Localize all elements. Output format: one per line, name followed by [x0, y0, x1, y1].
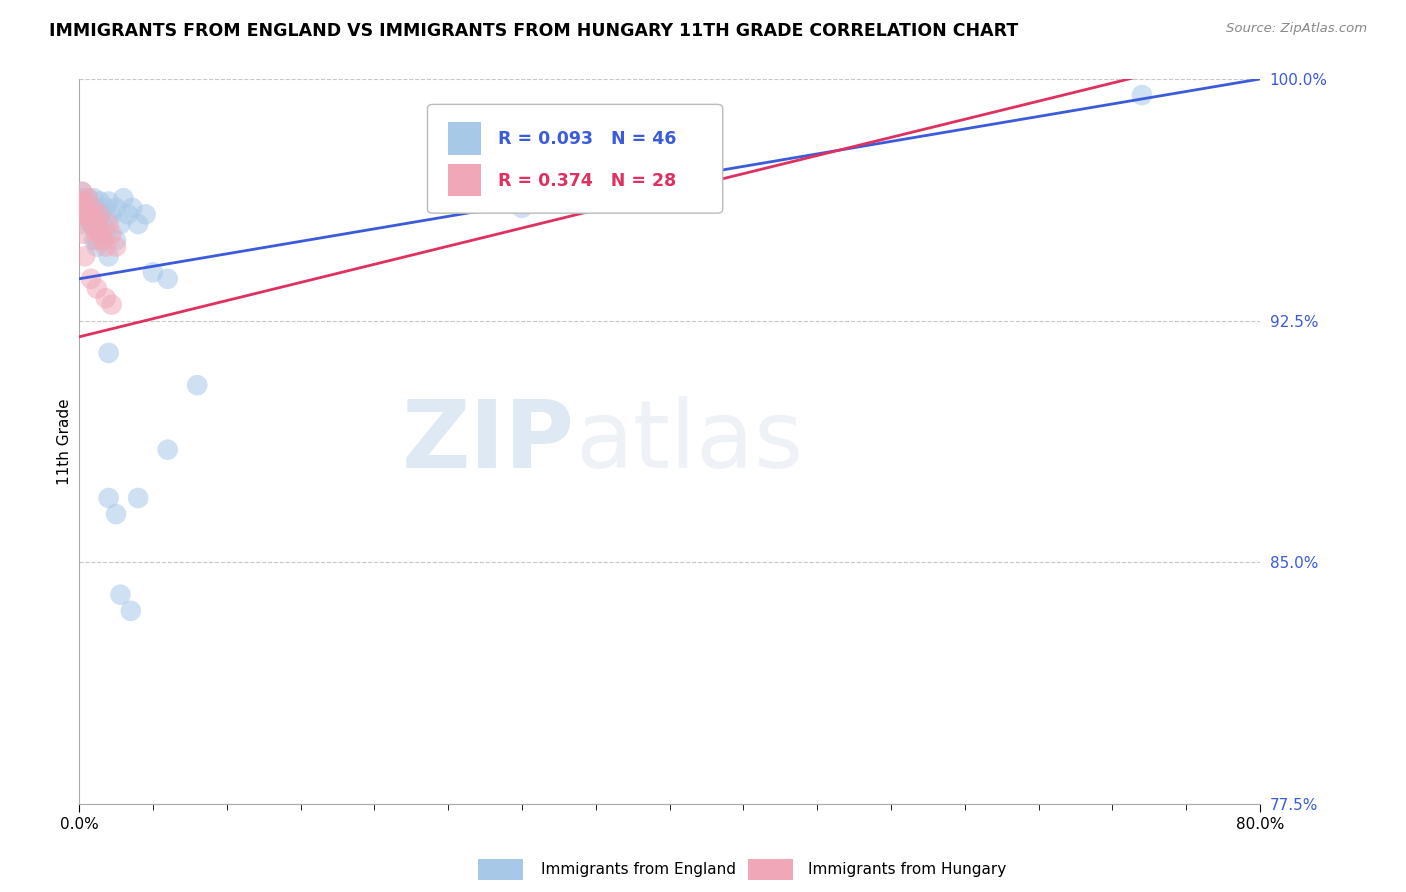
Point — [86, 201, 108, 215]
Point — [91, 233, 114, 247]
Text: Immigrants from England: Immigrants from England — [541, 863, 737, 877]
Point — [94, 239, 117, 253]
Text: Immigrants from Hungary: Immigrants from Hungary — [808, 863, 1007, 877]
Point — [100, 207, 122, 221]
Point — [76, 207, 98, 221]
Point — [186, 378, 208, 392]
Point — [135, 207, 157, 221]
Point — [94, 201, 117, 215]
Point — [80, 217, 103, 231]
Point — [100, 227, 122, 241]
Point — [91, 217, 114, 231]
Point — [110, 588, 132, 602]
Point — [510, 201, 533, 215]
Point — [97, 491, 120, 505]
Point — [69, 194, 91, 209]
Point — [127, 491, 149, 505]
Point — [79, 211, 101, 225]
Point — [1130, 88, 1153, 103]
Point — [70, 185, 93, 199]
Point — [73, 249, 96, 263]
Point — [82, 201, 104, 215]
Point — [72, 227, 94, 241]
Point — [127, 217, 149, 231]
Point — [142, 265, 165, 279]
FancyBboxPatch shape — [447, 164, 481, 196]
Text: ZIP: ZIP — [402, 395, 575, 488]
Point — [156, 442, 179, 457]
Point — [105, 201, 128, 215]
Point — [79, 207, 101, 221]
Point — [90, 227, 112, 241]
Point — [110, 217, 132, 231]
Point — [70, 207, 93, 221]
Point — [77, 191, 100, 205]
Point — [97, 346, 120, 360]
Point — [86, 281, 108, 295]
Point — [86, 233, 108, 247]
Text: atlas: atlas — [575, 395, 803, 488]
Point — [69, 207, 91, 221]
Point — [87, 217, 110, 231]
Point — [83, 207, 105, 221]
Point — [83, 233, 105, 247]
Point — [89, 207, 111, 221]
Point — [97, 217, 120, 231]
Text: Source: ZipAtlas.com: Source: ZipAtlas.com — [1226, 22, 1367, 36]
Point — [94, 291, 117, 305]
Point — [84, 207, 107, 221]
Point — [69, 201, 91, 215]
Point — [72, 217, 94, 231]
Point — [77, 191, 100, 205]
Point — [73, 201, 96, 215]
Point — [70, 185, 93, 199]
Point — [94, 227, 117, 241]
Point — [69, 191, 91, 205]
Point — [76, 207, 98, 221]
FancyBboxPatch shape — [447, 122, 481, 155]
Text: R = 0.374   N = 28: R = 0.374 N = 28 — [498, 171, 676, 189]
Point — [72, 194, 94, 209]
Point — [70, 201, 93, 215]
Y-axis label: 11th Grade: 11th Grade — [58, 399, 72, 485]
Text: R = 0.093   N = 46: R = 0.093 N = 46 — [498, 130, 676, 148]
Text: IMMIGRANTS FROM ENGLAND VS IMMIGRANTS FROM HUNGARY 11TH GRADE CORRELATION CHART: IMMIGRANTS FROM ENGLAND VS IMMIGRANTS FR… — [49, 22, 1018, 40]
Point — [117, 207, 139, 221]
Point — [89, 194, 111, 209]
Point — [112, 191, 135, 205]
Point — [156, 272, 179, 286]
Point — [87, 217, 110, 231]
Point — [90, 207, 112, 221]
Point — [97, 249, 120, 263]
Point — [105, 233, 128, 247]
Point — [121, 201, 143, 215]
Point — [80, 201, 103, 215]
Point — [83, 191, 105, 205]
Point — [84, 223, 107, 237]
Point — [86, 239, 108, 253]
Point — [82, 217, 104, 231]
Point — [97, 194, 120, 209]
Point — [80, 272, 103, 286]
Point — [100, 297, 122, 311]
Point — [105, 239, 128, 253]
Point — [120, 604, 142, 618]
Point — [72, 207, 94, 221]
Point — [105, 507, 128, 521]
Point — [73, 194, 96, 209]
FancyBboxPatch shape — [427, 104, 723, 213]
